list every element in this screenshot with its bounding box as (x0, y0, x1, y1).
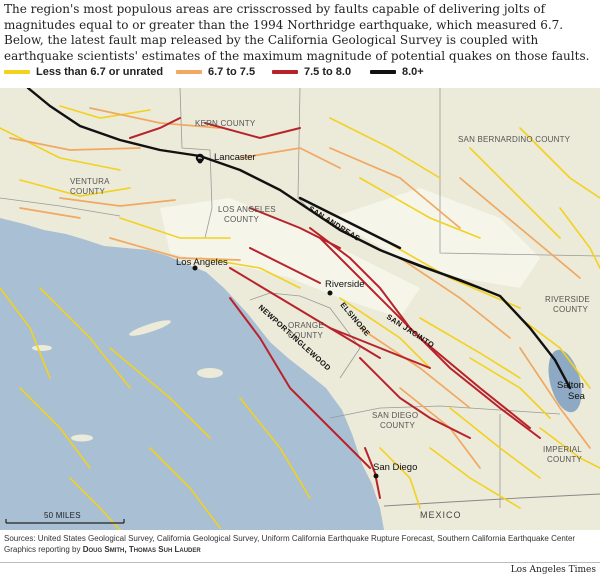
legend-label: 6.7 to 7.5 (208, 66, 256, 78)
county-label: COUNTY (547, 455, 582, 464)
city-label-los-angeles: Los Angeles (176, 257, 228, 268)
legend-label: 7.5 to 8.0 (304, 66, 352, 78)
county-labels: KERN COUNTY VENTURA COUNTY LOS ANGELES C… (70, 119, 590, 464)
island (32, 345, 52, 351)
island (197, 368, 223, 378)
county-label: ORANGE (288, 321, 324, 330)
reporting-names: Doug Smith, Thomas Suh Lauder (82, 545, 201, 554)
legend: Less than 6.7 or unrated 6.7 to 7.5 7.5 … (4, 62, 596, 82)
legend-label: 8.0+ (402, 66, 424, 78)
county-borders (0, 88, 600, 508)
fault-map: KERN COUNTY VENTURA COUNTY LOS ANGELES C… (0, 88, 600, 530)
sources-text: Sources: United States Geological Survey… (4, 534, 576, 543)
publisher-credit: Los Angeles Times (510, 565, 596, 575)
county-label: COUNTY (553, 305, 588, 314)
city-dot (197, 158, 203, 164)
legend-item-minor: Less than 6.7 or unrated (4, 62, 163, 82)
legend-item-moderate: 6.7 to 7.5 (176, 62, 255, 82)
legend-item-strong: 7.5 to 8.0 (272, 62, 351, 82)
island (71, 434, 93, 442)
reporting-prefix: Graphics reporting by (4, 545, 81, 554)
county-label: COUNTY (288, 331, 323, 340)
county-label: LOS ANGELES (218, 205, 276, 214)
county-label: IMPERIAL (543, 445, 582, 454)
city-label-lancaster: Lancaster (214, 152, 256, 163)
county-label: COUNTY (380, 421, 415, 430)
county-label: RIVERSIDE (545, 295, 590, 304)
footer: Sources: United States Geological Survey… (4, 533, 596, 555)
legend-item-major: 8.0+ (370, 62, 424, 82)
city-labels: Lancaster Los Angeles Riverside San Dieg… (176, 152, 586, 479)
county-label: COUNTY (224, 215, 259, 224)
mexico-border (383, 493, 600, 507)
legend-swatch-black (370, 70, 396, 74)
county-label: SAN DIEGO (372, 411, 418, 420)
lake-label: Sea (568, 391, 586, 402)
city-dot (373, 473, 379, 479)
footer-divider (0, 562, 600, 563)
county-label: COUNTY (70, 187, 105, 196)
city-dot (192, 265, 198, 271)
faults-moderate (9, 107, 591, 469)
legend-swatch-red (272, 70, 298, 74)
urban-area (160, 198, 420, 318)
city-label-riverside: Riverside (325, 279, 365, 290)
urban-area (330, 188, 540, 288)
reporting-credit: Graphics reporting by Doug Smith, Thomas… (4, 544, 596, 555)
county-label: KERN COUNTY (195, 119, 256, 128)
faults-strong (129, 117, 541, 499)
county-label: SAN BERNARDINO COUNTY (458, 135, 571, 144)
legend-label: Less than 6.7 or unrated (36, 66, 164, 78)
scale-bar: 50 MILES (5, 511, 125, 524)
city-dot (327, 290, 333, 296)
island (129, 320, 171, 336)
lake-label: Salton (557, 380, 584, 391)
city-label-san-diego: San Diego (373, 462, 417, 473)
county-label: VENTURA (70, 177, 110, 186)
legend-swatch-orange (176, 70, 202, 74)
legend-swatch-yellow (4, 70, 30, 74)
scale-label: 50 MILES (44, 511, 81, 520)
country-label-mexico: MEXICO (420, 510, 462, 520)
intro-text: The region's most populous areas are cri… (4, 2, 590, 63)
